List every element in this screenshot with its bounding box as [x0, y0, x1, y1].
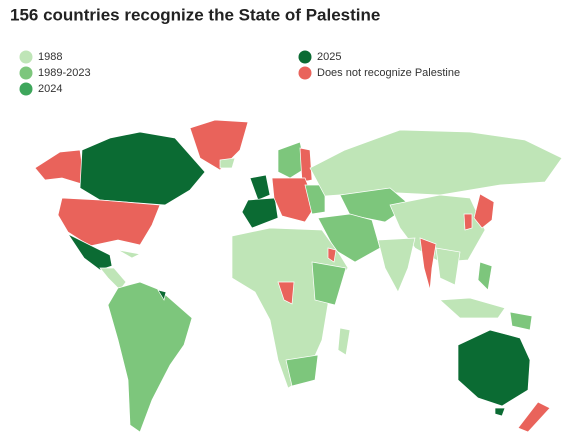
country: [66, 233, 113, 271]
country: [473, 193, 495, 229]
country: [494, 407, 506, 417]
country: [189, 119, 249, 171]
country: [419, 237, 437, 291]
country: [509, 311, 533, 331]
country: [477, 261, 493, 291]
country: [57, 197, 161, 247]
legend-swatch: [19, 66, 33, 80]
country: [249, 174, 271, 201]
legend: 1988 1989-2023 2024 2025 Does not recognize …: [19, 50, 460, 96]
legend-swatch: [298, 66, 312, 80]
world-map: [34, 119, 563, 433]
country: [517, 401, 551, 433]
country: [327, 247, 337, 263]
country: [99, 267, 127, 291]
country: [285, 354, 319, 387]
country: [79, 131, 206, 206]
country: [435, 247, 461, 286]
legend-swatch: [298, 50, 312, 64]
country: [277, 141, 307, 179]
legend-label: 1988: [38, 51, 62, 63]
country: [117, 249, 142, 259]
country: [107, 281, 193, 433]
legend-swatch: [19, 50, 33, 64]
country: [304, 184, 326, 215]
legend-label: 2024: [38, 83, 62, 95]
country: [157, 289, 167, 301]
country: [241, 197, 279, 229]
country: [439, 297, 506, 319]
legend-label: 1989-2023: [38, 67, 91, 79]
country: [389, 194, 486, 263]
legend-label: 2025: [317, 51, 341, 63]
legend-label: Does not recognize Palestine: [317, 67, 460, 79]
country: [457, 329, 531, 407]
country: [219, 157, 236, 169]
title: 156 countries recognize the State of Pal…: [10, 5, 380, 24]
country: [311, 261, 347, 306]
country: [337, 327, 351, 356]
country: [277, 281, 295, 305]
country: [463, 213, 473, 231]
country: [377, 237, 416, 293]
country: [299, 147, 313, 183]
country: [309, 129, 563, 197]
country: [271, 177, 317, 223]
legend-swatch: [19, 82, 33, 96]
country: [34, 149, 86, 186]
